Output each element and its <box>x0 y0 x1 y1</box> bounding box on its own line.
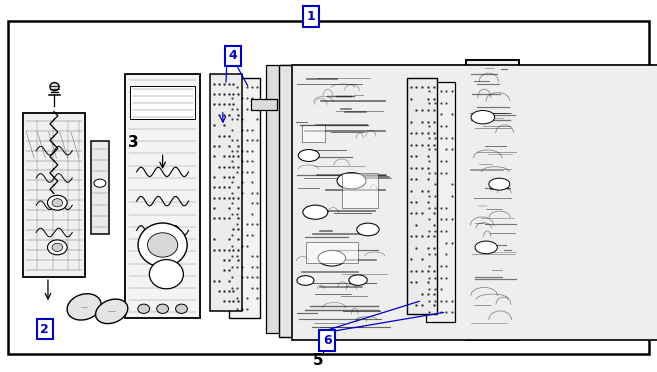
Text: 3: 3 <box>127 135 139 150</box>
Bar <box>292 65 657 340</box>
Ellipse shape <box>94 179 106 187</box>
Bar <box>306 242 358 263</box>
Ellipse shape <box>138 304 150 313</box>
Circle shape <box>489 178 510 190</box>
Text: 4: 4 <box>229 49 238 62</box>
Ellipse shape <box>50 83 59 91</box>
Bar <box>426 82 455 322</box>
Bar <box>8 21 649 354</box>
Bar <box>210 74 242 311</box>
Bar <box>407 78 437 314</box>
Text: 2: 2 <box>40 323 49 336</box>
Bar <box>130 86 195 119</box>
Circle shape <box>349 275 367 285</box>
Ellipse shape <box>138 223 187 267</box>
Bar <box>23 113 85 277</box>
Text: 1: 1 <box>306 10 315 23</box>
Bar <box>302 125 325 142</box>
Bar <box>229 78 260 318</box>
Circle shape <box>357 223 379 236</box>
Circle shape <box>471 110 495 124</box>
Ellipse shape <box>47 240 67 255</box>
Circle shape <box>297 276 314 285</box>
Bar <box>125 74 200 318</box>
Ellipse shape <box>67 294 101 320</box>
Text: 6: 6 <box>323 334 332 347</box>
Bar <box>266 65 657 333</box>
Bar <box>91 141 109 234</box>
Circle shape <box>298 150 319 161</box>
Ellipse shape <box>147 233 177 257</box>
Ellipse shape <box>149 260 183 289</box>
Text: 5: 5 <box>313 353 323 368</box>
Ellipse shape <box>47 195 67 210</box>
Ellipse shape <box>175 304 187 313</box>
Bar <box>251 99 277 110</box>
Ellipse shape <box>156 304 168 313</box>
Circle shape <box>303 205 328 219</box>
Bar <box>279 65 657 337</box>
Bar <box>342 173 378 208</box>
Ellipse shape <box>52 243 62 251</box>
Circle shape <box>318 250 346 266</box>
Bar <box>466 60 519 340</box>
Circle shape <box>337 173 366 189</box>
Circle shape <box>475 241 497 254</box>
Ellipse shape <box>95 299 128 324</box>
Ellipse shape <box>52 199 62 207</box>
